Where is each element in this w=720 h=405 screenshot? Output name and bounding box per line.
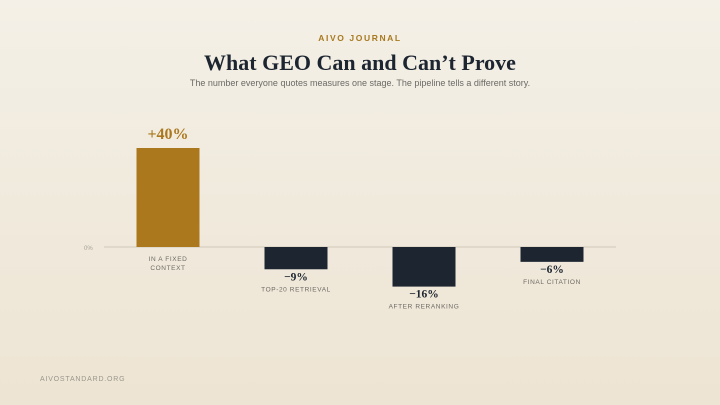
bar-1 — [264, 247, 328, 270]
value-label-2: −16% — [409, 289, 439, 301]
footer-site-link[interactable]: AIVOSTANDARD.ORG — [40, 376, 126, 383]
value-label-0: +40% — [147, 126, 188, 143]
eyebrow-label: AIVO JOURNAL — [318, 33, 402, 43]
bar-2 — [392, 247, 456, 287]
chart-title: What GEO Can and Can’t Prove — [204, 50, 516, 75]
chart-subtitle: The number everyone quotes measures one … — [189, 78, 531, 88]
value-label-1: −9% — [284, 271, 308, 283]
category-label-0: IN A FIXED CONTEXT — [149, 256, 188, 272]
bar-0 — [136, 148, 200, 247]
zero-axis-label: 0% — [84, 246, 93, 252]
bars-group: +40% IN A FIXED CONTEXT −9% TOP-20 RETRIEVAL… — [136, 126, 584, 311]
category-label-3: FINAL CITATION — [523, 279, 581, 286]
category-label-2: AFTER RERANKING — [389, 304, 460, 311]
value-label-3: −6% — [540, 264, 564, 276]
bar-3 — [520, 247, 584, 262]
category-label-1: TOP-20 RETRIEVAL — [261, 286, 331, 293]
